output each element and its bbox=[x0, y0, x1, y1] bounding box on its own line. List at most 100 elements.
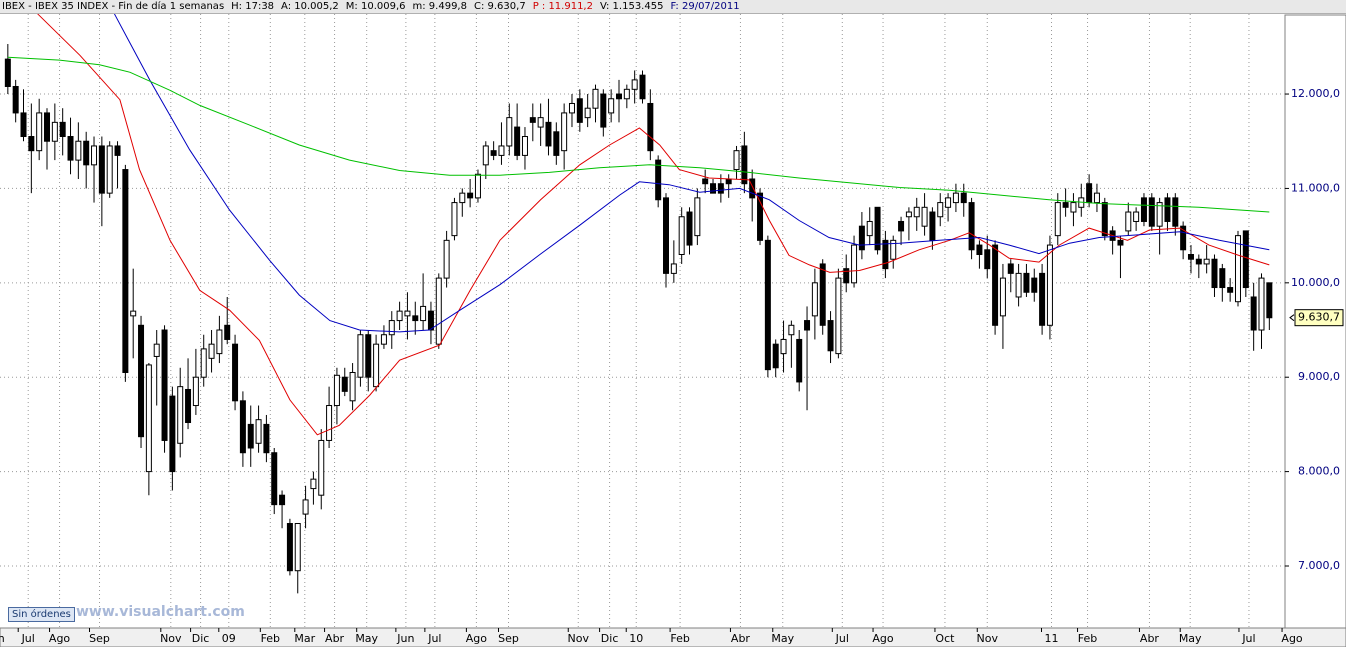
candle-body bbox=[75, 140, 82, 161]
watermark: www.visualchart.com bbox=[76, 604, 245, 620]
candle-body bbox=[529, 117, 536, 123]
candle-body bbox=[498, 145, 505, 156]
candle-body bbox=[992, 244, 999, 326]
candle-body bbox=[1227, 287, 1234, 293]
candle-body bbox=[1031, 277, 1038, 293]
candle-body bbox=[639, 74, 646, 100]
candle-body bbox=[200, 348, 207, 378]
candle-body bbox=[122, 169, 129, 373]
x-tick-label: Jul bbox=[427, 632, 441, 645]
header-item: A: 10.005,2 bbox=[281, 1, 339, 12]
candle-body bbox=[357, 334, 364, 378]
candle-body bbox=[866, 220, 873, 237]
last-value-label: 9.630,7 bbox=[1298, 311, 1340, 324]
header-item: m: 9.499,8 bbox=[412, 1, 467, 12]
x-tick-label: 09 bbox=[222, 632, 236, 645]
y-tick-label: 10.000,0 bbox=[1291, 276, 1340, 289]
candle-body bbox=[1007, 263, 1014, 274]
candle-body bbox=[811, 282, 818, 317]
x-tick-label: May bbox=[1179, 632, 1202, 645]
candle-body bbox=[506, 117, 513, 147]
candle-body bbox=[1086, 183, 1093, 204]
candle-body bbox=[945, 197, 952, 208]
y-tick-label: 7.000,0 bbox=[1298, 559, 1340, 572]
candle-body bbox=[1234, 235, 1241, 303]
candle-body bbox=[984, 249, 991, 270]
candle-body bbox=[255, 419, 262, 444]
candle-body bbox=[396, 310, 403, 322]
candle-body bbox=[208, 343, 215, 359]
candle-body bbox=[521, 136, 528, 156]
candle-body bbox=[678, 216, 685, 256]
candle-body bbox=[302, 499, 309, 515]
header-item: V: 1.153.455 bbox=[599, 1, 664, 12]
candle-body bbox=[1023, 272, 1030, 293]
candle-body bbox=[443, 239, 450, 279]
candle-body bbox=[388, 320, 395, 336]
candle-body bbox=[459, 192, 466, 204]
candle-body bbox=[341, 376, 348, 392]
candle-body bbox=[576, 98, 583, 123]
candle-body bbox=[185, 388, 192, 424]
x-tick-label: Abr bbox=[731, 632, 751, 645]
candle-body bbox=[333, 374, 340, 407]
x-tick-label: Dic bbox=[192, 632, 210, 645]
candle-body bbox=[216, 329, 223, 355]
candle-body bbox=[905, 211, 912, 218]
candle-body bbox=[929, 211, 936, 241]
candle-body bbox=[772, 343, 779, 369]
x-tick-label: Abr bbox=[325, 632, 345, 645]
candle-body bbox=[83, 140, 90, 166]
candle-body bbox=[435, 277, 442, 345]
candle-body bbox=[553, 131, 560, 156]
candle-body bbox=[1242, 230, 1249, 289]
candle-body bbox=[1148, 197, 1155, 227]
candle-body bbox=[952, 192, 959, 204]
moving-average-line bbox=[113, 13, 1270, 333]
candle-body bbox=[1266, 282, 1273, 319]
candle-body bbox=[44, 112, 51, 142]
x-tick-label: May bbox=[355, 632, 378, 645]
candle-body bbox=[239, 400, 246, 454]
candle-body bbox=[741, 145, 748, 185]
candle-body bbox=[59, 121, 66, 138]
orders-button[interactable]: Sin órdenes bbox=[8, 607, 75, 622]
candle-body bbox=[545, 121, 552, 147]
candle-body bbox=[568, 102, 575, 114]
header-bar: IBEX - IBEX 35 INDEX - Fin de día 1 sema… bbox=[0, 0, 1346, 14]
candle-body bbox=[427, 310, 434, 331]
candle-body bbox=[827, 320, 834, 352]
candle-body bbox=[631, 79, 638, 90]
x-tick-label: May bbox=[771, 632, 794, 645]
candle-body bbox=[490, 150, 497, 156]
candle-body bbox=[600, 93, 607, 128]
candle-body bbox=[890, 239, 897, 260]
candle-body bbox=[482, 145, 489, 166]
y-tick-label: 8.000,0 bbox=[1298, 465, 1340, 478]
x-tick-label: 10 bbox=[629, 632, 643, 645]
candle-body bbox=[623, 88, 630, 100]
x-tick-label: Nov bbox=[568, 632, 590, 645]
candle-body bbox=[796, 338, 803, 383]
candle-body bbox=[1195, 258, 1202, 265]
candle-body bbox=[310, 478, 317, 490]
candle-body bbox=[913, 206, 920, 218]
candle-body bbox=[835, 277, 842, 355]
x-tick-label: Feb bbox=[261, 632, 280, 645]
candle-body bbox=[780, 338, 787, 355]
x-tick-label: Sep bbox=[89, 632, 110, 645]
candle-body bbox=[247, 423, 254, 449]
candle-body bbox=[380, 334, 387, 345]
candle-body bbox=[655, 159, 662, 201]
x-tick-label: Ago bbox=[1281, 632, 1303, 645]
candle-body bbox=[843, 268, 850, 284]
candle-body bbox=[1164, 197, 1171, 222]
candle-body bbox=[106, 145, 113, 194]
candle-body bbox=[592, 88, 599, 109]
candle-body bbox=[1211, 258, 1218, 289]
x-tick-label: Feb bbox=[670, 632, 689, 645]
x-tick-label: Jul bbox=[1241, 632, 1255, 645]
candle-body bbox=[1117, 239, 1124, 246]
candle-body bbox=[365, 334, 372, 378]
